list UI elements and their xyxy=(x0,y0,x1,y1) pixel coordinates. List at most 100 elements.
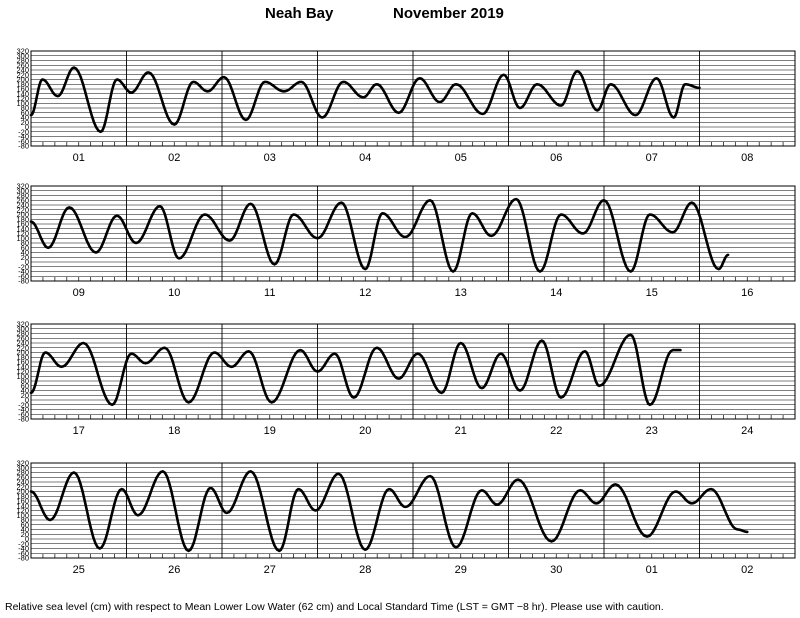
y-tick-label: 140 xyxy=(16,501,29,510)
day-label: 12 xyxy=(359,287,371,299)
y-tick-label: 160 xyxy=(16,220,29,229)
day-label: 26 xyxy=(168,564,180,576)
day-label: 10 xyxy=(168,287,180,299)
day-label: 22 xyxy=(550,425,562,437)
y-tick-label: 0 xyxy=(25,258,29,267)
y-tick-label: 240 xyxy=(16,478,29,487)
y-tick-label: -80 xyxy=(18,142,29,151)
day-label: 08 xyxy=(741,152,753,164)
y-tick-label: -20 xyxy=(18,400,29,409)
day-label: 16 xyxy=(741,287,753,299)
day-label: 02 xyxy=(168,152,180,164)
y-tick-label: 140 xyxy=(16,89,29,98)
y-tick-label: -20 xyxy=(18,539,29,548)
day-label: 04 xyxy=(359,152,371,164)
day-label: 30 xyxy=(550,564,562,576)
y-tick-label: 280 xyxy=(16,329,29,338)
y-tick-label: 200 xyxy=(16,348,29,357)
y-tick-label: 160 xyxy=(16,358,29,367)
y-tick-label: 260 xyxy=(16,334,29,343)
y-tick-label: 260 xyxy=(16,196,29,205)
y-tick-label: 160 xyxy=(16,497,29,506)
y-tick-label: 200 xyxy=(16,210,29,219)
y-tick-label: 260 xyxy=(16,473,29,482)
y-tick-label: 20 xyxy=(21,530,29,539)
tide-curve xyxy=(29,197,730,273)
month-year: November 2019 xyxy=(393,5,504,22)
y-tick-label: -40 xyxy=(18,267,29,276)
y-tick-label: 140 xyxy=(16,224,29,233)
day-label: 20 xyxy=(359,425,371,437)
day-label: 29 xyxy=(455,564,467,576)
y-tick-label: 320 xyxy=(16,182,29,191)
y-tick-label: 300 xyxy=(16,186,29,195)
y-tick-label: 40 xyxy=(21,525,29,534)
y-tick-label: 20 xyxy=(21,118,29,127)
y-tick-label: 80 xyxy=(21,377,29,386)
y-tick-label: -40 xyxy=(18,132,29,141)
day-label: 07 xyxy=(646,152,658,164)
y-tick-label: 180 xyxy=(16,353,29,362)
day-label: 14 xyxy=(550,287,562,299)
y-tick-label: -60 xyxy=(18,549,29,558)
y-tick-label: 20 xyxy=(21,391,29,400)
y-tick-label: 240 xyxy=(16,66,29,75)
y-tick-label: 40 xyxy=(21,113,29,122)
footnote: Relative sea level (cm) with respect to … xyxy=(5,601,664,613)
day-label: 05 xyxy=(455,152,467,164)
y-tick-label: 60 xyxy=(21,243,29,252)
y-tick-label: 200 xyxy=(16,487,29,496)
y-tick-label: -60 xyxy=(18,410,29,419)
y-tick-label: 280 xyxy=(16,468,29,477)
y-tick-label: 280 xyxy=(16,191,29,200)
day-label: 03 xyxy=(264,152,276,164)
day-label: 23 xyxy=(646,425,658,437)
y-tick-label: 260 xyxy=(16,61,29,70)
y-tick-label: 0 xyxy=(25,535,29,544)
y-tick-label: 160 xyxy=(16,85,29,94)
day-label: 27 xyxy=(264,564,276,576)
day-label: 17 xyxy=(73,425,85,437)
y-tick-label: -20 xyxy=(18,262,29,271)
y-tick-label: 120 xyxy=(16,506,29,515)
y-tick-label: 20 xyxy=(21,253,29,262)
chart-title: Neah Bay November 2019 xyxy=(0,0,800,30)
y-tick-label: 80 xyxy=(21,239,29,248)
y-tick-label: 100 xyxy=(16,234,29,243)
day-label: 18 xyxy=(168,425,180,437)
y-tick-label: -40 xyxy=(18,544,29,553)
y-tick-label: 60 xyxy=(21,108,29,117)
day-label: 01 xyxy=(646,564,658,576)
y-tick-label: 180 xyxy=(16,215,29,224)
y-tick-label: 80 xyxy=(21,104,29,113)
tide-curve xyxy=(29,470,749,553)
y-tick-label: 0 xyxy=(25,396,29,405)
y-tick-label: 200 xyxy=(16,75,29,84)
y-tick-label: 120 xyxy=(16,229,29,238)
y-tick-label: 240 xyxy=(16,201,29,210)
day-label: 24 xyxy=(741,425,753,437)
y-tick-label: 40 xyxy=(21,386,29,395)
y-tick-label: 240 xyxy=(16,339,29,348)
station-name: Neah Bay xyxy=(265,5,334,22)
y-tick-label: -40 xyxy=(18,405,29,414)
day-label: 25 xyxy=(73,564,85,576)
day-label: 02 xyxy=(741,564,753,576)
y-tick-label: 320 xyxy=(16,320,29,329)
y-tick-label: 320 xyxy=(16,47,29,56)
tide-curve xyxy=(29,333,682,407)
y-tick-label: 40 xyxy=(21,248,29,257)
y-tick-label: 300 xyxy=(16,51,29,60)
y-tick-label: 120 xyxy=(16,94,29,103)
y-tick-label: 220 xyxy=(16,205,29,214)
y-tick-label: 320 xyxy=(16,459,29,468)
day-label: 19 xyxy=(264,425,276,437)
day-label: 09 xyxy=(73,287,85,299)
y-tick-label: -80 xyxy=(18,415,29,424)
y-tick-label: 180 xyxy=(16,492,29,501)
day-label: 21 xyxy=(455,425,467,437)
day-label: 11 xyxy=(264,287,275,299)
y-tick-label: 0 xyxy=(25,123,29,132)
y-tick-label: 220 xyxy=(16,482,29,491)
